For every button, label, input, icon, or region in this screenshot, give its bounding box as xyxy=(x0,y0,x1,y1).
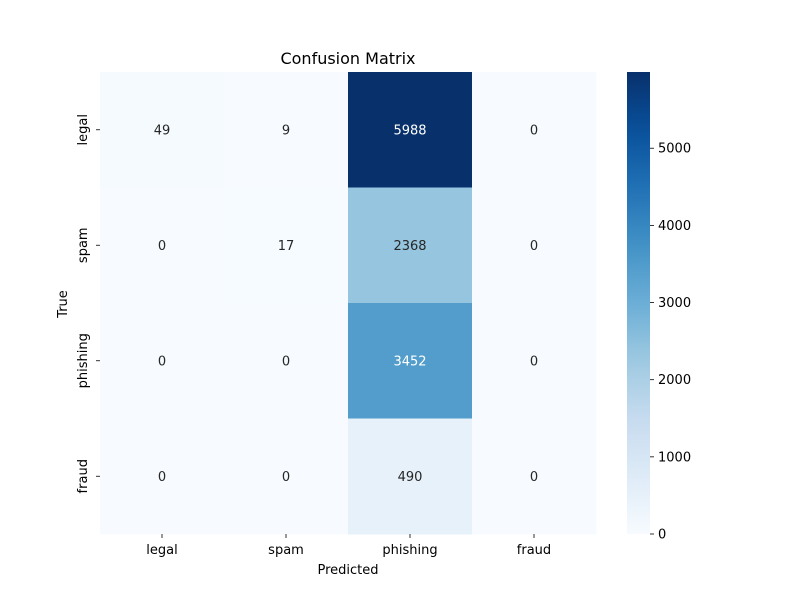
heatmap-cell xyxy=(224,303,349,419)
colorbar-tick-label: 5000 xyxy=(658,142,691,157)
colorbar-tick-label: 0 xyxy=(658,528,666,543)
y-tick-label: phishing xyxy=(76,333,91,388)
heatmap-cell xyxy=(472,72,597,188)
heatmap-cell xyxy=(100,72,225,188)
heatmap-cell xyxy=(224,72,349,188)
heatmap-cell xyxy=(472,303,597,419)
heatmap-cell xyxy=(224,418,349,535)
x-tick-label: spam xyxy=(268,543,304,558)
y-tick-label: legal xyxy=(76,114,91,145)
x-axis-label: Predicted xyxy=(317,563,378,578)
cell-value-label: 0 xyxy=(530,239,538,254)
cell-value-label: 0 xyxy=(158,354,166,369)
colorbar-tick-label: 4000 xyxy=(658,219,691,234)
heatmap-cell xyxy=(348,418,473,535)
y-axis-label: True xyxy=(56,290,71,319)
cell-value-label: 0 xyxy=(282,354,290,369)
cell-value-label: 9 xyxy=(282,123,290,138)
cell-value-label: 49 xyxy=(154,123,171,138)
x-tick-label: legal xyxy=(146,543,177,558)
y-axis: legal spam phishing fraud xyxy=(76,114,100,493)
heatmap-cell xyxy=(348,187,473,304)
cell-value-label: 0 xyxy=(282,470,290,485)
cell-value-label: 17 xyxy=(278,239,295,254)
cell-value-label: 0 xyxy=(530,354,538,369)
cell-value-label: 0 xyxy=(158,470,166,485)
cell-value-label: 5988 xyxy=(393,123,426,138)
cell-annotations: 49 9 5988 0 0 17 2368 0 0 0 3452 0 0 0 490 0 xyxy=(154,123,538,485)
heatmap-cells xyxy=(100,72,597,535)
cell-value-label: 490 xyxy=(398,470,423,485)
x-axis: legal spam phishing fraud xyxy=(146,534,551,558)
cell-value-label: 0 xyxy=(530,470,538,485)
chart-title: Confusion Matrix xyxy=(280,49,415,68)
heatmap-cell xyxy=(100,418,225,535)
x-tick-label: phishing xyxy=(382,543,437,558)
cell-value-label: 2368 xyxy=(393,239,426,254)
heatmap-cell xyxy=(472,187,597,304)
heatmap-cell xyxy=(348,72,473,188)
colorbar-bar xyxy=(627,72,650,534)
heatmap-cell xyxy=(348,303,473,419)
colorbar: 0 1000 2000 3000 4000 5000 xyxy=(627,72,691,543)
cell-value-label: 3452 xyxy=(393,354,426,369)
x-tick-label: fraud xyxy=(517,543,551,558)
colorbar-tick-label: 2000 xyxy=(658,373,691,388)
y-tick-label: spam xyxy=(76,227,91,263)
colorbar-tick-label: 3000 xyxy=(658,296,691,311)
heatmap-cell xyxy=(100,187,225,304)
heatmap-cell xyxy=(224,187,349,304)
heatmap-cell xyxy=(472,418,597,535)
cell-value-label: 0 xyxy=(158,239,166,254)
y-tick-label: fraud xyxy=(76,459,91,493)
cell-value-label: 0 xyxy=(530,123,538,138)
colorbar-tick-label: 1000 xyxy=(658,450,691,465)
heatmap-cell xyxy=(100,303,225,419)
